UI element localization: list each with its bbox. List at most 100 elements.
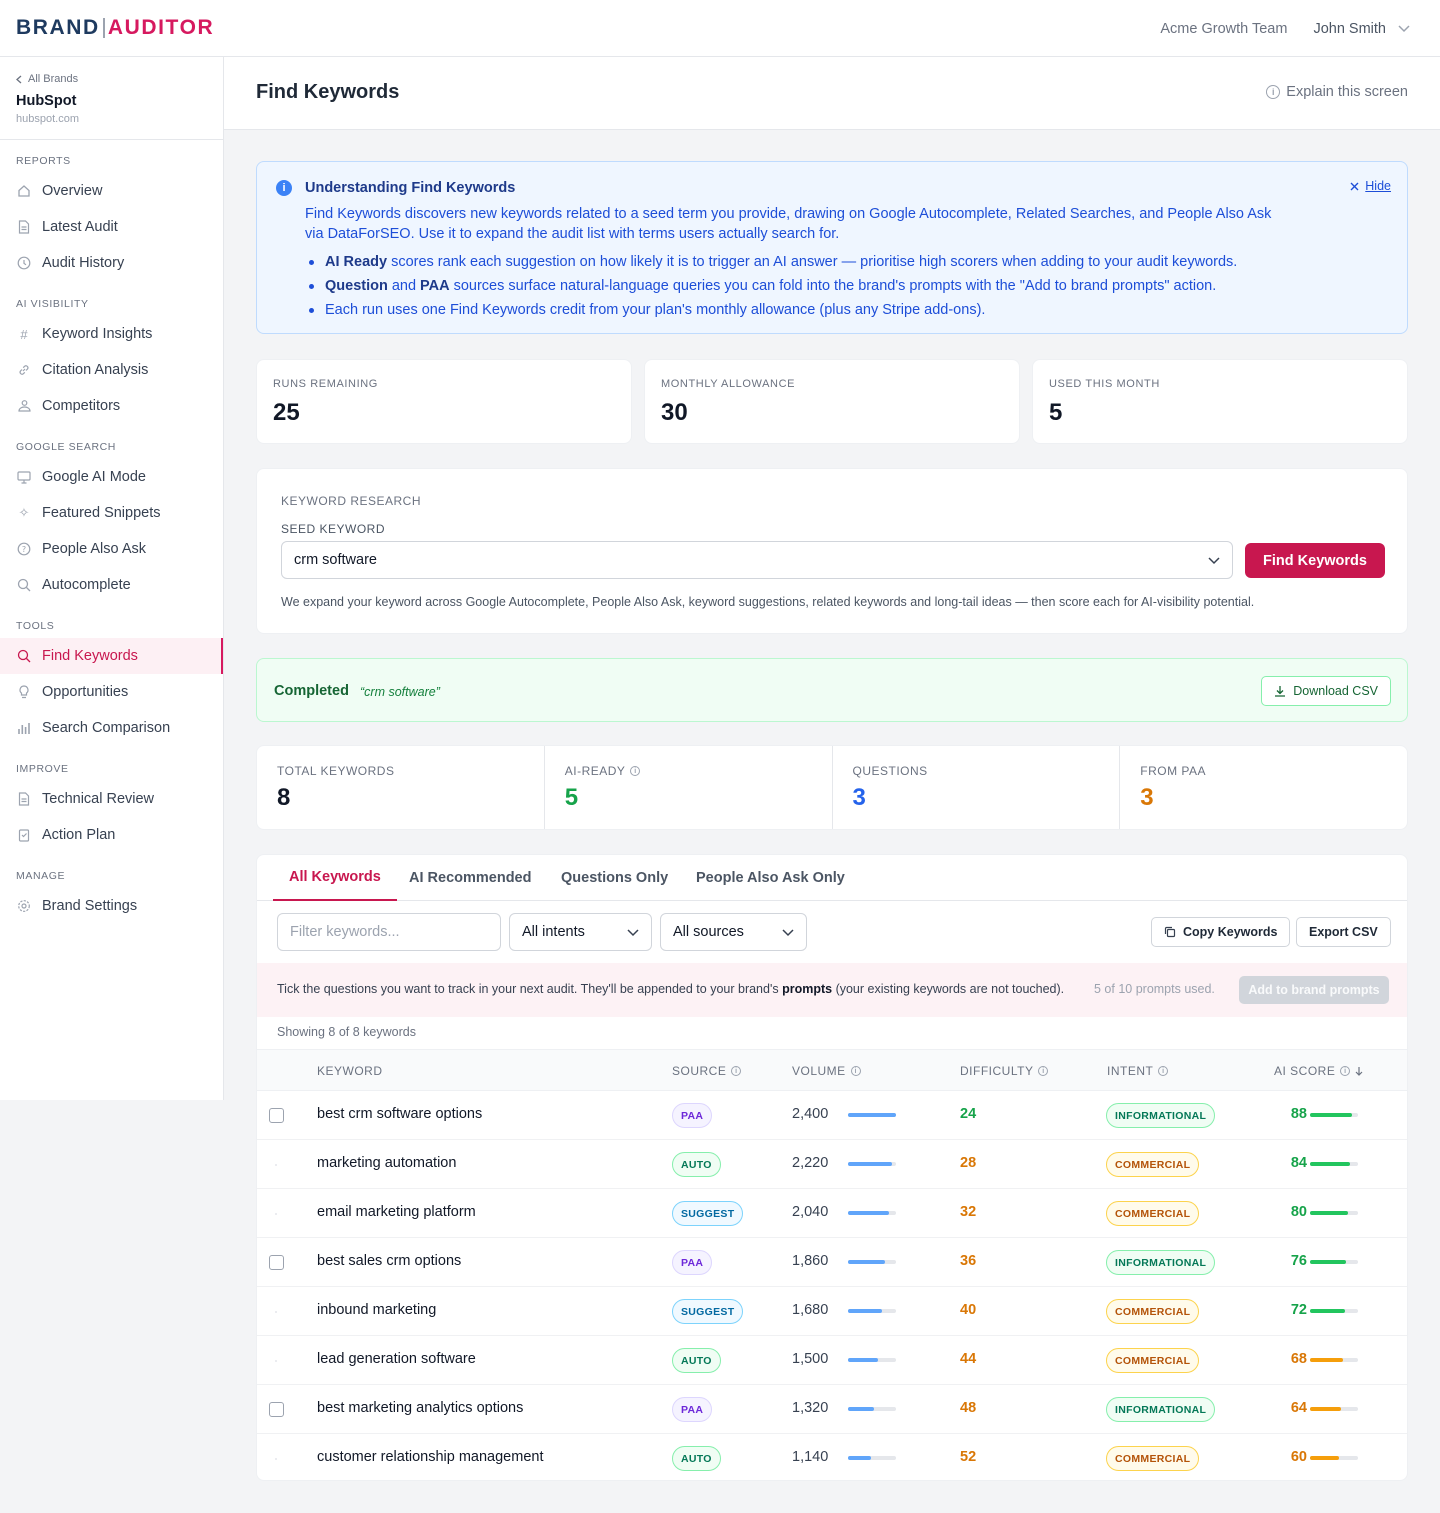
sidebar-item-latest-audit[interactable]: Latest Audit [0, 209, 223, 245]
sidebar-item-label: Technical Review [42, 791, 155, 807]
all-brands-link[interactable]: All Brands [16, 73, 207, 85]
seed-keyword-input[interactable]: crm software [281, 541, 1233, 579]
table-header: KEYWORD SOURCE i VOLUME i DIFFICULTY i INTE… [257, 1049, 1407, 1091]
volume-bar [848, 1211, 896, 1215]
row-checkbox[interactable] [269, 1402, 284, 1417]
summary-label-text: FROM PAA [1140, 764, 1207, 778]
tab-questions-only[interactable]: Questions Only [561, 870, 669, 886]
showing-count: Showing 8 of 8 keywords [277, 1025, 416, 1039]
sidebar-item-label: Google AI Mode [42, 469, 146, 485]
sidebar-item-opportunities[interactable]: Opportunities [0, 674, 223, 710]
team-switcher[interactable]: Acme Growth Team [1160, 20, 1288, 37]
sidebar-item-audit-history[interactable]: Audit History [0, 245, 223, 281]
info-bullet-strong: PAA [420, 278, 450, 294]
keyword-summary: TOTAL KEYWORDS 8 AI-READY i 5 QUESTIONS 3… [256, 745, 1408, 830]
sidebar-item-overview[interactable]: Overview [0, 173, 223, 209]
column-ai-score[interactable]: AI SCORE i [1274, 1064, 1363, 1078]
summary-value: 5 [564, 784, 579, 811]
volume-cell: 1,140 [792, 1449, 829, 1465]
volume-cell: 2,400 [792, 1106, 829, 1122]
copy-keywords-label: Copy Keywords [1183, 925, 1278, 939]
sidebar-item-google-ai-mode[interactable]: Google AI Mode [0, 459, 223, 495]
document-icon [16, 791, 32, 807]
explain-screen-button[interactable]: i Explain this screen [1266, 84, 1408, 100]
summary-label-text: AI-READY [564, 764, 626, 778]
sidebar-item-brand-settings[interactable]: Brand Settings [0, 888, 223, 924]
brand-name: HubSpot [16, 93, 77, 109]
copy-keywords-button[interactable]: Copy Keywords [1151, 917, 1291, 947]
sidebar-item-technical-review[interactable]: Technical Review [0, 781, 223, 817]
explain-label: Explain this screen [1286, 84, 1408, 100]
run-status-banner: Completed “crm software” Download CSV [256, 658, 1408, 722]
keyword-cell: lead generation software [317, 1351, 476, 1367]
summary-label: QUESTIONS [853, 764, 928, 778]
intent-select[interactable]: All intents [509, 913, 652, 951]
intent-badge: INFORMATIONAL [1106, 1250, 1216, 1275]
tab-ai-recommended[interactable]: AI Recommended [409, 870, 532, 886]
source-badge: AUTO [672, 1152, 721, 1177]
sidebar-item-autocomplete[interactable]: Autocomplete [0, 567, 223, 603]
table-row: customer relationship management AUTO 1,14… [257, 1434, 1407, 1480]
summary-value: 3 [1140, 784, 1154, 811]
filter-keywords-input[interactable]: Filter keywords... [277, 913, 501, 951]
column-label: INTENT [1107, 1064, 1154, 1078]
info-icon[interactable]: i [630, 766, 641, 776]
ai-score-bar-fill [1310, 1260, 1347, 1264]
all-brands-label: All Brands [28, 73, 79, 85]
keyword-cell: best crm software options [317, 1106, 483, 1122]
sidebar-item-featured-snippets[interactable]: ✧ Featured Snippets [0, 495, 223, 531]
sidebar-item-label: Action Plan [42, 827, 116, 843]
volume-cell: 2,220 [792, 1155, 829, 1171]
research-section-label: KEYWORD RESEARCH [281, 494, 422, 508]
hide-info-button[interactable]: Hide [1350, 179, 1391, 193]
ai-score-bar-fill [1310, 1456, 1339, 1460]
sidebar-item-keyword-insights[interactable]: # Keyword Insights [0, 316, 223, 352]
volume-bar-fill [848, 1407, 875, 1411]
intent-badge: INFORMATIONAL [1106, 1103, 1216, 1128]
table-row: best marketing analytics options PAA 1,320… [257, 1385, 1407, 1434]
column-intent[interactable]: INTENT i [1107, 1064, 1169, 1078]
column-volume[interactable]: VOLUME i [792, 1064, 861, 1078]
source-select[interactable]: All sources [660, 913, 807, 951]
sidebar-item-people-also-ask[interactable]: ? People Also Ask [0, 531, 223, 567]
source-badge: AUTO [672, 1348, 721, 1373]
sidebar-item-competitors[interactable]: Competitors [0, 388, 223, 424]
sidebar-item-action-plan[interactable]: Action Plan [0, 817, 223, 853]
seed-keyword-value: crm software [294, 552, 377, 568]
sidebar-item-label: Competitors [42, 398, 121, 414]
sidebar-item-label: Citation Analysis [42, 362, 149, 378]
logo[interactable]: BRAND AUDITOR [16, 16, 214, 40]
row-checkbox[interactable] [269, 1255, 284, 1270]
export-csv-button[interactable]: Export CSV [1296, 917, 1391, 947]
info-bullet-text: and [391, 278, 417, 294]
sidebar-item-search-comparison[interactable]: Search Comparison [0, 710, 223, 746]
tab-people-also-ask-only[interactable]: People Also Ask Only [696, 870, 845, 886]
add-to-brand-prompts-button[interactable]: Add to brand prompts [1239, 976, 1389, 1004]
seed-keyword-label: SEED KEYWORD [281, 522, 386, 536]
ai-score-bar-fill [1310, 1407, 1341, 1411]
ai-score-cell: 80 [1290, 1204, 1307, 1220]
row-checkbox [275, 1164, 277, 1166]
column-keyword[interactable]: KEYWORD [317, 1064, 383, 1078]
keyword-tabs: All Keywords AI Recommended Questions On… [257, 855, 1407, 901]
user-menu[interactable]: John Smith [1313, 21, 1410, 37]
row-checkbox[interactable] [269, 1108, 284, 1123]
column-source[interactable]: SOURCE i [672, 1064, 742, 1078]
find-keywords-button[interactable]: Find Keywords [1245, 543, 1385, 578]
brand-domain: hubspot.com [16, 113, 79, 125]
column-difficulty[interactable]: DIFFICULTY i [960, 1064, 1049, 1078]
download-csv-button[interactable]: Download CSV [1261, 676, 1391, 706]
info-icon: i [276, 180, 292, 196]
ai-score-bar-fill [1310, 1358, 1343, 1362]
column-label: DIFFICULTY [960, 1064, 1034, 1078]
source-badge: SUGGEST [672, 1299, 744, 1324]
source-badge: PAA [672, 1397, 713, 1422]
volume-bar-fill [848, 1162, 893, 1166]
tab-all-keywords[interactable]: All Keywords [273, 855, 397, 901]
info-bullet-text: Each run uses one Find Keywords credit f… [325, 302, 986, 318]
sidebar-item-find-keywords[interactable]: Find Keywords [0, 638, 223, 674]
difficulty-cell: 52 [960, 1449, 977, 1465]
sidebar-item-citation-analysis[interactable]: Citation Analysis [0, 352, 223, 388]
search-icon [16, 577, 32, 593]
intent-badge: COMMERCIAL [1106, 1446, 1200, 1471]
